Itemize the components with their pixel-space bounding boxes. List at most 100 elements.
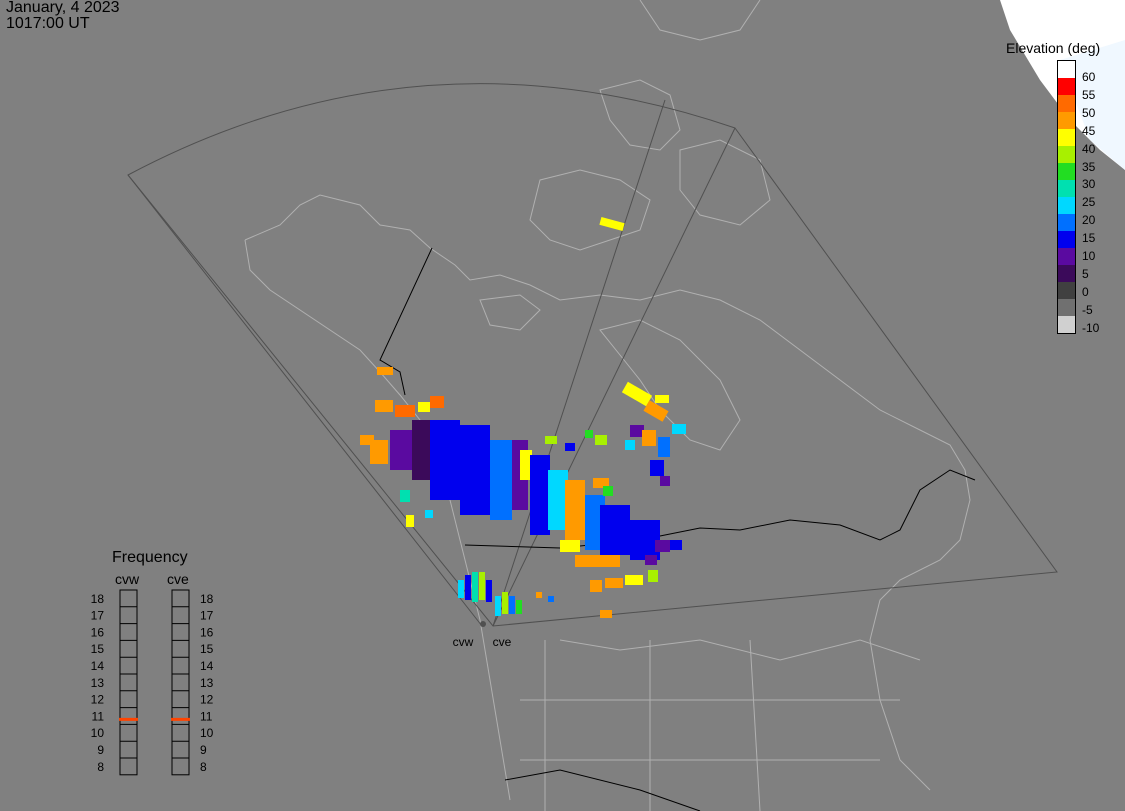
scatter-cell [603, 486, 613, 496]
fov-beam-line-3 [127, 174, 483, 627]
scatter-cell [465, 575, 471, 600]
color-scale-label: 55 [1082, 87, 1096, 102]
frequency-tick-label: 12 [200, 693, 214, 707]
color-scale-label: 35 [1082, 159, 1096, 174]
frequency-tick-label: 10 [200, 726, 214, 740]
scatter-cell [418, 402, 430, 412]
frequency-tick-label: 14 [91, 659, 105, 673]
frequency-tick-label: 17 [200, 609, 214, 623]
scatter-cell [400, 490, 410, 502]
polar-ice-region [1060, 40, 1125, 170]
color-swatch [1058, 180, 1075, 197]
alaska-border [379, 247, 433, 396]
scatter-cell [548, 470, 568, 530]
scatter-cell [560, 540, 580, 552]
scatter-cell [479, 572, 485, 600]
color-swatch [1058, 129, 1075, 146]
color-scale-label: 10 [1082, 249, 1096, 263]
fov-outline [127, 83, 1058, 627]
color-swatch [1058, 78, 1075, 95]
scatter-cell [600, 505, 630, 555]
frequency-tick-label: 10 [91, 726, 105, 740]
scatter-cell [490, 440, 512, 520]
scatter-cell [390, 430, 412, 470]
island-2 [599, 79, 681, 151]
scatter-cell [495, 596, 501, 616]
frequency-tick-label: 11 [92, 709, 105, 723]
frequency-tick-label: 18 [200, 592, 214, 606]
island-1 [529, 169, 651, 251]
scatter-cell [605, 578, 623, 588]
frequency-tick-label: 15 [200, 642, 214, 656]
color-swatch [1058, 146, 1075, 163]
scatter-cell [643, 400, 669, 422]
scatter-cell [425, 510, 433, 518]
scatter-cell [655, 395, 669, 403]
scatter-cell [565, 480, 585, 540]
color-scale-label: 45 [1082, 123, 1096, 138]
frequency-title: Frequency [112, 549, 188, 566]
scatter-cell [660, 476, 670, 486]
scatter-cell [458, 580, 464, 598]
scatter-cell [630, 425, 644, 437]
us-mexico-border [504, 769, 701, 811]
site-label-cvw: cvw [453, 635, 474, 649]
scatter-cell [575, 555, 600, 567]
color-swatch [1058, 299, 1075, 316]
scatter-cell [565, 443, 575, 451]
color-scale-label: 60 [1082, 70, 1096, 84]
coastlines [244, 0, 971, 811]
state-line-3 [749, 639, 761, 811]
color-scale-label: 0 [1082, 284, 1089, 299]
scatter-cell [625, 575, 643, 585]
scatter-cell [655, 540, 670, 552]
color-swatch [1058, 265, 1075, 282]
hudson-bay [599, 319, 741, 451]
frequency-gauge-cvw [119, 589, 138, 776]
date-label: January, 4 2023 [6, 0, 120, 16]
frequency-tick-label: 9 [97, 743, 104, 757]
radar-scatter [360, 217, 686, 618]
frequency-tick-label: 13 [91, 676, 105, 690]
color-scale-title: Elevation (deg) [1006, 40, 1101, 56]
scatter-cell [548, 596, 554, 602]
scatter-cell [600, 555, 620, 567]
scatter-cell [590, 580, 602, 592]
scatter-cell [377, 367, 393, 375]
scatter-cell [595, 435, 607, 445]
scatter-cell [642, 430, 656, 446]
fov-beam-line-1 [492, 99, 666, 627]
scatter-cell [509, 596, 515, 614]
frequency-tick-label: 16 [91, 625, 105, 639]
color-scale-label: 5 [1082, 266, 1089, 281]
scatter-cell [472, 572, 478, 602]
frequency-tick-label: 17 [91, 609, 105, 623]
scatter-cell [545, 436, 557, 444]
scatter-cell [412, 420, 434, 480]
color-scale-label: -5 [1082, 302, 1093, 317]
site-label-cve: cve [493, 635, 512, 649]
frequency-radar-label-cvw: cvw [115, 571, 140, 587]
scatter-cell [460, 425, 490, 515]
color-scale-label: 40 [1082, 141, 1096, 156]
color-swatch [1058, 282, 1075, 299]
frequency-tick-label: 12 [91, 693, 105, 707]
scatter-cell [502, 592, 508, 614]
scatter-cell [370, 440, 388, 464]
time-label: 1017:00 UT [6, 15, 90, 32]
scatter-cell [360, 435, 374, 445]
scatter-cell [516, 600, 522, 614]
color-swatch [1058, 248, 1075, 265]
frequency-tick-label: 8 [200, 760, 207, 774]
frequency-gauges: 18 17 16 15 14 13 12 11 10 9 8 18 17 16 15 14 13 12 11 10 9 8 [91, 589, 214, 776]
color-scale-label: 30 [1082, 177, 1096, 192]
fov-beam-line-2 [492, 127, 736, 627]
frequency-tick-label: 16 [200, 625, 214, 639]
scatter-cell [650, 460, 664, 476]
scatter-cell [625, 440, 635, 450]
scatter-cell [670, 540, 682, 550]
scatter-cell [536, 592, 542, 598]
scatter-cell [593, 478, 609, 488]
